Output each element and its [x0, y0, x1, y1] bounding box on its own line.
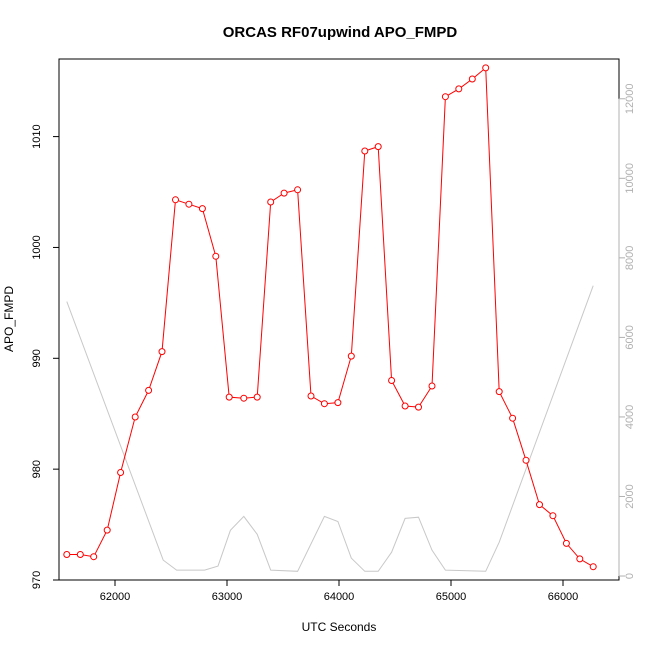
x-tick-label: 66000 — [548, 591, 579, 603]
data-point — [185, 200, 193, 208]
y-tick-label: 1010 — [31, 124, 43, 148]
data-point — [576, 555, 584, 563]
data-point — [320, 400, 328, 408]
y-axis-label: APO_FMPD — [2, 286, 16, 352]
axes-layer: 970 980 990 1000 1010 62000 63000 64000 65000 660… — [31, 83, 636, 603]
data-point — [280, 189, 288, 197]
data-point — [536, 501, 543, 509]
data-point — [198, 205, 206, 213]
y-tick-label: 1000 — [31, 235, 43, 259]
data-point — [441, 93, 449, 101]
data-point — [522, 456, 530, 464]
y-tick-label: 990 — [31, 349, 43, 367]
plot-frame — [58, 58, 620, 581]
data-point — [307, 392, 315, 400]
series-layer — [63, 64, 597, 572]
data-point — [468, 75, 476, 83]
y-tick-label: 970 — [31, 571, 43, 589]
y2-tick-label: 4000 — [624, 405, 636, 429]
data-point — [63, 551, 71, 558]
data-point — [562, 539, 570, 547]
data-point — [495, 388, 503, 396]
data-point — [361, 147, 369, 155]
data-point — [374, 143, 382, 151]
data-point — [347, 352, 355, 360]
data-point — [117, 469, 125, 476]
x-tick-label: 65000 — [436, 591, 467, 603]
x-tick-label: 63000 — [212, 591, 243, 603]
data-point — [455, 85, 463, 93]
data-point — [388, 377, 396, 384]
series-line-left — [66, 66, 594, 568]
data-point — [158, 348, 166, 356]
data-point — [240, 394, 248, 402]
x-tick-label: 62000 — [100, 591, 131, 603]
data-point — [253, 393, 261, 401]
data-point — [401, 402, 409, 410]
data-point — [90, 553, 98, 561]
y2-tick-label: 2000 — [624, 484, 636, 508]
data-point — [145, 386, 153, 394]
y2-tick-label: 0 — [624, 573, 636, 579]
y2-tick-label: 8000 — [624, 246, 636, 270]
data-point — [509, 414, 517, 422]
data-point — [225, 393, 233, 401]
x-tick-label: 64000 — [324, 591, 355, 603]
series-line-right — [66, 285, 594, 572]
data-point — [482, 64, 490, 72]
data-point — [334, 399, 342, 407]
data-point — [549, 512, 557, 520]
data-point — [212, 252, 220, 260]
data-point — [172, 196, 179, 204]
y2-tick-label: 12000 — [624, 83, 636, 114]
data-point — [589, 563, 597, 571]
data-point — [294, 186, 302, 194]
x-axis-label: UTC Seconds — [302, 620, 377, 634]
data-point — [415, 403, 422, 411]
y2-tick-label: 10000 — [624, 163, 636, 194]
y2-tick-label: 6000 — [624, 325, 636, 349]
data-point — [428, 382, 436, 390]
data-point — [103, 526, 111, 534]
chart-title: ORCAS RF07upwind APO_FMPD — [223, 24, 458, 41]
data-point — [76, 551, 84, 558]
data-point — [267, 198, 275, 206]
y-tick-label: 980 — [31, 460, 43, 478]
data-point — [131, 413, 139, 421]
